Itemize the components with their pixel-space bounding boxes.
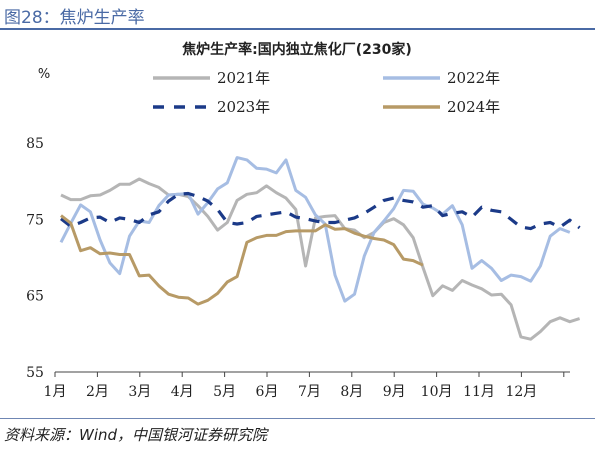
series-line-2021年	[60, 177, 581, 341]
series-line-2022年	[59, 156, 571, 303]
y-tick-label: 85	[26, 136, 44, 152]
legend: 2021年 2022年 2023年 2024年	[153, 69, 500, 116]
legend-label-2023年: 2023年	[217, 98, 270, 116]
figure-title: 图28：焦炉生产率	[4, 8, 145, 28]
x-tick-label: 1月	[44, 384, 67, 400]
x-tick-label: 2月	[86, 384, 109, 400]
x-tick-label: 10月	[421, 384, 453, 400]
legend-label-2022年: 2022年	[447, 69, 500, 87]
x-tick-label: 12月	[505, 384, 537, 400]
source-note: 资料来源：Wind，中国银河证券研究院	[4, 426, 268, 444]
series-line-2023年	[60, 191, 581, 231]
x-tick-label: 9月	[383, 384, 406, 400]
figure-header: 图28：焦炉生产率	[0, 0, 595, 30]
x-tick-label: 8月	[340, 384, 363, 400]
y-tick-label: 75	[26, 212, 44, 228]
legend-label-2021年: 2021年	[217, 69, 270, 87]
legend-label-2024年: 2024年	[447, 98, 500, 116]
series-line-2024年	[60, 214, 424, 306]
plot-area: 55 65 75 85 1月 2月 3月 4月 5月 6月 7月 8月 9月 10月 11月 12月	[26, 136, 581, 400]
footer-rule	[0, 418, 595, 419]
x-tick-label: 11月	[463, 384, 495, 400]
header-rule	[0, 28, 595, 30]
x-tick-label: 5月	[213, 384, 236, 400]
x-tick-label: 4月	[171, 384, 194, 400]
chart-title: 焦炉生产率:国内独立焦化厂(230家)	[181, 41, 412, 58]
x-tick-label: 7月	[298, 384, 321, 400]
y-tick-label: 55	[26, 365, 44, 381]
y-tick-label: 65	[26, 289, 44, 305]
y-unit-label: %	[38, 67, 50, 82]
line-chart: 2021年 2022年 2023年 2024年 55 65 75 85 1月 2月 3月 4月 5月 6…	[26, 41, 581, 400]
x-tick-label: 3月	[128, 384, 151, 400]
x-tick-label: 6月	[256, 384, 279, 400]
